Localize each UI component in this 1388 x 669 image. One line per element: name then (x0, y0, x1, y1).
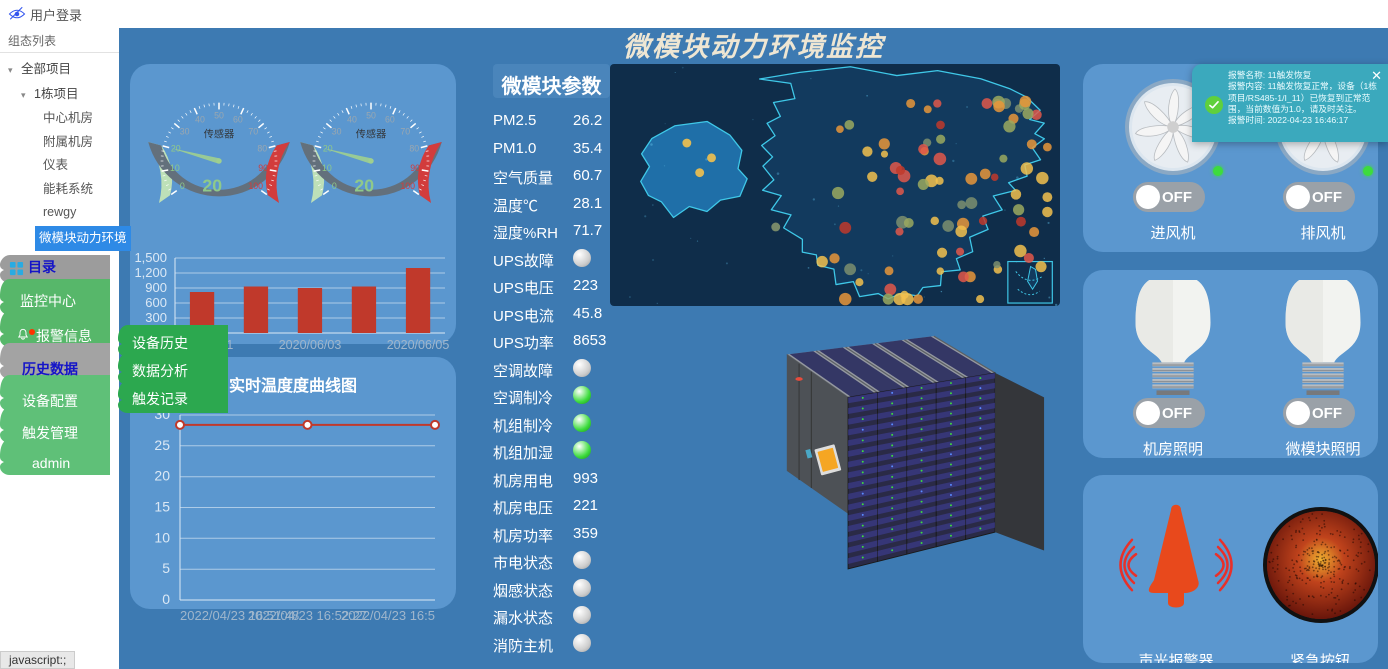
svg-text:20: 20 (202, 176, 222, 196)
svg-text:60: 60 (233, 115, 243, 125)
svg-text:20: 20 (154, 468, 170, 484)
svg-text:20: 20 (354, 176, 374, 196)
svg-text:20: 20 (323, 144, 333, 154)
svg-text:0: 0 (332, 181, 337, 191)
svg-text:OFF: OFF (1162, 405, 1192, 422)
svg-text:10: 10 (322, 163, 332, 173)
svg-text:2022/04/23 16:5: 2022/04/23 16:5 (341, 608, 435, 623)
svg-text:0: 0 (162, 591, 170, 607)
svg-text:70: 70 (248, 127, 258, 137)
svg-text:1,500: 1,500 (135, 250, 167, 265)
svg-text:OFF: OFF (1162, 189, 1192, 206)
svg-text:0: 0 (180, 181, 185, 191)
svg-text:2020/06/05: 2020/06/05 (387, 338, 450, 352)
svg-text:40: 40 (195, 115, 205, 125)
svg-text:100: 100 (248, 181, 263, 191)
svg-text:80: 80 (257, 144, 267, 154)
svg-text:10: 10 (154, 529, 170, 545)
svg-text:30: 30 (180, 127, 190, 137)
svg-text:90: 90 (258, 163, 268, 173)
svg-text:60: 60 (385, 115, 395, 125)
svg-text:300: 300 (145, 310, 167, 325)
svg-text:80: 80 (409, 144, 419, 154)
svg-text:90: 90 (410, 163, 420, 173)
svg-text:40: 40 (347, 115, 357, 125)
svg-text:100: 100 (400, 181, 415, 191)
svg-text:OFF: OFF (1312, 405, 1342, 422)
svg-text:15: 15 (154, 499, 170, 515)
svg-text:OFF: OFF (1312, 189, 1342, 206)
svg-text:70: 70 (400, 127, 410, 137)
svg-text:10: 10 (170, 163, 180, 173)
svg-text:600: 600 (145, 295, 167, 310)
svg-text:传感器: 传感器 (204, 127, 234, 140)
svg-text:20: 20 (171, 144, 181, 154)
svg-text:25: 25 (154, 437, 170, 453)
svg-text:50: 50 (366, 111, 376, 121)
svg-text:传感器: 传感器 (356, 127, 386, 140)
svg-text:900: 900 (145, 280, 167, 295)
svg-text:1,200: 1,200 (135, 265, 167, 280)
svg-text:2020/06/03: 2020/06/03 (279, 338, 342, 352)
svg-text:30: 30 (332, 127, 342, 137)
svg-text:50: 50 (214, 111, 224, 121)
svg-text:5: 5 (162, 560, 170, 576)
